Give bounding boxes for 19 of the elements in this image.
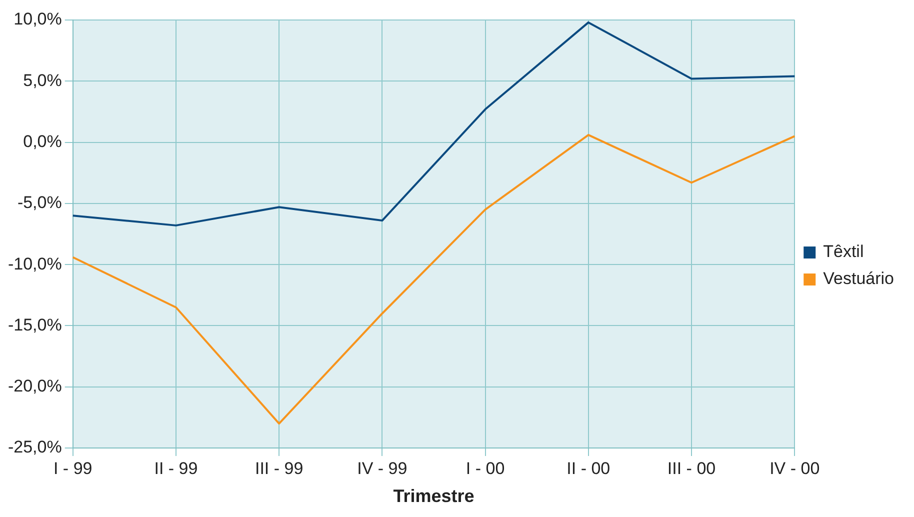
x-tick-label: II - 00 bbox=[566, 458, 610, 478]
x-tick-label: I - 00 bbox=[466, 458, 505, 478]
x-tick-label: III - 99 bbox=[254, 458, 304, 478]
x-tick-label: III - 00 bbox=[667, 458, 716, 478]
y-tick-label: -10,0% bbox=[8, 254, 62, 274]
y-tick-label: -20,0% bbox=[8, 376, 62, 396]
x-tick-label: II - 99 bbox=[154, 458, 198, 478]
x-tick-label: IV - 99 bbox=[357, 458, 408, 478]
legend-label: Vestuário bbox=[823, 269, 894, 288]
legend-label: Têxtil bbox=[823, 242, 864, 262]
y-tick-label: -25,0% bbox=[8, 438, 62, 457]
y-tick-label: 5,0% bbox=[23, 70, 62, 90]
y-tick-label: 10,0% bbox=[14, 10, 62, 29]
x-tick-label: I - 99 bbox=[53, 458, 92, 478]
y-tick-label: -5,0% bbox=[17, 193, 62, 212]
y-tick-label: -15,0% bbox=[8, 315, 62, 334]
x-axis-title: Trimestre bbox=[393, 486, 474, 506]
x-tick-label: IV - 00 bbox=[770, 458, 820, 478]
y-tick-label: 0,0% bbox=[23, 132, 62, 151]
